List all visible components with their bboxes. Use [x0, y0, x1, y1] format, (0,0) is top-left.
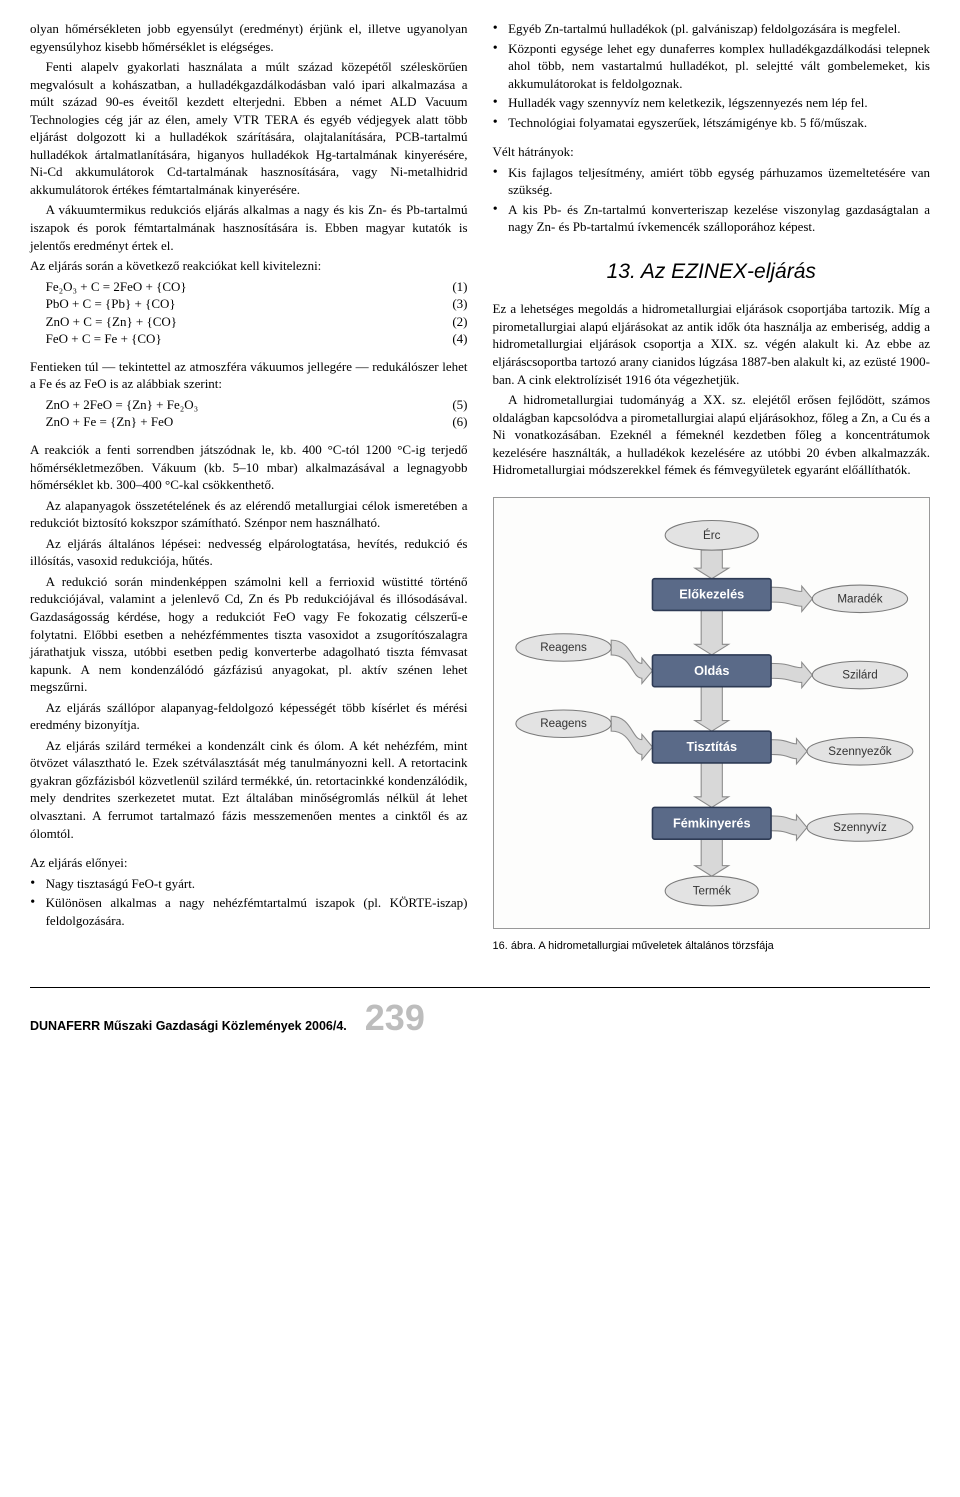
advantages-list-cont: Egyéb Zn-tartalmú hulladékok (pl. galván… — [493, 20, 931, 131]
para: A hidrometallurgiai tudományág a XX. sz.… — [493, 391, 931, 479]
equation: PbO + C = {Pb} + {CO} (3) — [30, 295, 468, 313]
eq-left: ZnO + Fe = {Zn} + FeO — [46, 413, 174, 431]
svg-text:Termék: Termék — [692, 884, 730, 897]
eq-num: (6) — [452, 413, 467, 431]
eq-num: (2) — [452, 313, 467, 331]
eq-num: (3) — [452, 295, 467, 313]
right-column: Egyéb Zn-tartalmú hulladékok (pl. galván… — [493, 20, 931, 957]
svg-text:Előkezelés: Előkezelés — [679, 587, 744, 601]
disadvantages-head: Vélt hátrányok: — [493, 143, 931, 161]
page-number: 239 — [365, 1000, 425, 1036]
svg-text:Érc: Érc — [703, 529, 721, 542]
list-item: A kis Pb- és Zn-tartalmú konverteriszap … — [508, 201, 930, 236]
figure-caption: 16. ábra. A hidrometallurgiai műveletek … — [493, 939, 931, 954]
list-item: Különösen alkalmas a nagy nehézfémtartal… — [46, 894, 468, 929]
equation: ZnO + C = {Zn} + {CO} (2) — [30, 313, 468, 331]
svg-text:Szennyvíz: Szennyvíz — [833, 821, 887, 834]
svg-text:Szennyezők: Szennyezők — [828, 745, 892, 758]
equation: Fe₂O₃ + C = 2FeO + {CO} (1) — [30, 278, 468, 296]
page-footer: DUNAFERR Műszaki Gazdasági Közlemények 2… — [30, 1000, 930, 1058]
svg-text:Tisztítás: Tisztítás — [686, 740, 737, 754]
para: Fenti alapelv gyakorlati használata a mú… — [30, 58, 468, 198]
para: A vákuumtermikus redukciós eljárás alkal… — [30, 201, 468, 254]
para: A reakciók a fenti sorrendben játszódnak… — [30, 441, 468, 494]
svg-text:Maradék: Maradék — [837, 592, 882, 605]
equation: FeO + C = Fe + {CO} (4) — [30, 330, 468, 348]
svg-text:Szilárd: Szilárd — [842, 668, 878, 681]
para: Az eljárás szállópor alapanyag-feldolgoz… — [30, 699, 468, 734]
para: Az eljárás során a következő reakciókat … — [30, 257, 468, 275]
para: olyan hőmérsékleten jobb egyensúlyt (ere… — [30, 20, 468, 55]
svg-text:Fémkinyerés: Fémkinyerés — [672, 816, 750, 830]
eq-left: ZnO + C = {Zn} + {CO} — [46, 313, 177, 331]
equation: ZnO + Fe = {Zn} + FeO (6) — [30, 413, 468, 431]
para: Az eljárás szilárd termékei a kondenzált… — [30, 737, 468, 842]
list-item: Nagy tisztaságú FeO-t gyárt. — [46, 875, 468, 893]
para: A redukció során mindenképpen számolni k… — [30, 573, 468, 696]
eq-num: (5) — [452, 396, 467, 414]
para: Fentieken túl — tekintettel az atmoszfér… — [30, 358, 468, 393]
svg-text:Reagens: Reagens — [540, 641, 587, 654]
list-item: Egyéb Zn-tartalmú hulladékok (pl. galván… — [508, 20, 930, 38]
eq-left: PbO + C = {Pb} + {CO} — [46, 295, 176, 313]
equation: ZnO + 2FeO = {Zn} + Fe₂O₃ (5) — [30, 396, 468, 414]
svg-text:Reagens: Reagens — [540, 717, 587, 730]
para: Az eljárás általános lépései: nedvesség … — [30, 535, 468, 570]
eq-num: (1) — [452, 278, 467, 296]
list-item: Központi egysége lehet egy dunaferres ko… — [508, 40, 930, 93]
eq-left: FeO + C = Fe + {CO} — [46, 330, 162, 348]
flowchart-diagram: Érc Előkezelés Oldás Tisztítás Fémkinyerés Te… — [493, 497, 931, 929]
eq-left: ZnO + 2FeO = {Zn} + Fe₂O₃ — [46, 396, 199, 414]
list-item: Kis fajlagos teljesítmény, amiért több e… — [508, 164, 930, 199]
flowchart-svg: Érc Előkezelés Oldás Tisztítás Fémkinyerés Te… — [500, 512, 924, 914]
para: Az alapanyagok összetételének és az elér… — [30, 497, 468, 532]
section-title: 13. Az EZINEX-eljárás — [493, 258, 931, 286]
eq-left: Fe₂O₃ + C = 2FeO + {CO} — [46, 278, 187, 296]
left-column: olyan hőmérsékleten jobb egyensúlyt (ere… — [30, 20, 468, 957]
footer-rule — [30, 987, 930, 988]
disadvantages-list: Kis fajlagos teljesítmény, amiért több e… — [493, 164, 931, 236]
para: Ez a lehetséges megoldás a hidrometallur… — [493, 300, 931, 388]
advantages-list: Nagy tisztaságú FeO-t gyárt. Különösen a… — [30, 875, 468, 930]
svg-text:Oldás: Oldás — [694, 664, 729, 678]
journal-name: DUNAFERR Műszaki Gazdasági Közlemények 2… — [30, 1018, 347, 1035]
advantages-head: Az eljárás előnyei: — [30, 854, 468, 872]
list-item: Technológiai folyamatai egyszerűek, léts… — [508, 114, 930, 132]
eq-num: (4) — [452, 330, 467, 348]
list-item: Hulladék vagy szennyvíz nem keletkezik, … — [508, 94, 930, 112]
